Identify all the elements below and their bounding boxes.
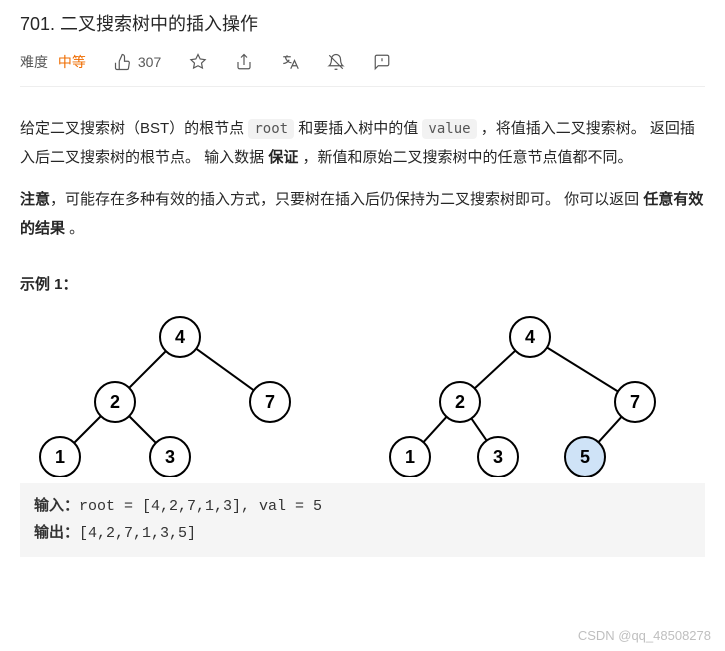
output-label: 输出： xyxy=(34,525,79,542)
example-io: 输入：root = [4,2,7,1,3], val = 5 输出：[4,2,7… xyxy=(20,483,705,557)
text: ，新值和原始二叉搜索树中的任意节点值都不同。 xyxy=(298,149,632,166)
bell-off-icon xyxy=(327,53,345,71)
bold: 保证 xyxy=(268,149,298,166)
desc-paragraph-2: 注意，可能存在多种有效的插入方式，只要树在插入后仍保持为二叉搜索树即可。 你可以… xyxy=(20,186,705,243)
svg-text:7: 7 xyxy=(265,392,275,412)
problem-title: 701. 二叉搜索树中的插入操作 xyxy=(20,10,705,36)
feedback-icon xyxy=(373,53,391,71)
output-line: 输出：[4,2,7,1,3,5] xyxy=(34,520,691,547)
bold: 注意 xyxy=(20,191,50,208)
svg-text:3: 3 xyxy=(165,447,175,467)
tree-diagram-area: 4 2 7 1 3 4 2 7 1 3 5 xyxy=(20,312,705,477)
difficulty-label: 难度 xyxy=(20,54,48,70)
watermark: CSDN @qq_48508278 xyxy=(578,628,711,643)
code-root: root xyxy=(248,119,294,139)
text: 和要插入树中的值 xyxy=(294,120,422,137)
svg-text:4: 4 xyxy=(525,327,535,347)
svg-text:1: 1 xyxy=(55,447,65,467)
svg-text:7: 7 xyxy=(630,392,640,412)
feedback-button[interactable] xyxy=(373,53,391,71)
text: ，可能存在多种有效的插入方式，只要树在插入后仍保持为二叉搜索树即可。 你可以返回 xyxy=(50,191,643,208)
code-value: value xyxy=(422,119,476,139)
like-button[interactable]: 307 xyxy=(114,53,161,71)
share-icon xyxy=(235,53,253,71)
thumbs-up-icon xyxy=(114,53,132,71)
text: 给定二叉搜索树（BST）的根节点 xyxy=(20,120,248,137)
tree-after: 4 2 7 1 3 5 xyxy=(380,312,690,477)
svg-text:5: 5 xyxy=(580,447,590,467)
difficulty-value: 中等 xyxy=(58,54,86,70)
svg-text:2: 2 xyxy=(110,392,120,412)
bell-off-button[interactable] xyxy=(327,53,345,71)
share-button[interactable] xyxy=(235,53,253,71)
meta-bar: 难度 中等 307 xyxy=(20,52,705,87)
translate-button[interactable] xyxy=(281,53,299,71)
like-count: 307 xyxy=(138,54,161,70)
svg-text:2: 2 xyxy=(455,392,465,412)
star-icon xyxy=(189,53,207,71)
example-title: 示例 1： xyxy=(20,271,705,300)
input-value: root = [4,2,7,1,3], val = 5 xyxy=(79,498,322,515)
svg-text:3: 3 xyxy=(493,447,503,467)
input-label: 输入： xyxy=(34,498,79,515)
difficulty: 难度 中等 xyxy=(20,52,86,72)
problem-description: 给定二叉搜索树（BST）的根节点 root 和要插入树中的值 value ，将值… xyxy=(20,115,705,557)
text: 。 xyxy=(65,220,84,237)
svg-text:1: 1 xyxy=(405,447,415,467)
input-line: 输入：root = [4,2,7,1,3], val = 5 xyxy=(34,493,691,520)
output-value: [4,2,7,1,3,5] xyxy=(79,525,196,542)
favorite-button[interactable] xyxy=(189,53,207,71)
svg-text:4: 4 xyxy=(175,327,185,347)
translate-icon xyxy=(281,53,299,71)
tree-before: 4 2 7 1 3 xyxy=(30,312,330,477)
desc-paragraph-1: 给定二叉搜索树（BST）的根节点 root 和要插入树中的值 value ，将值… xyxy=(20,115,705,172)
